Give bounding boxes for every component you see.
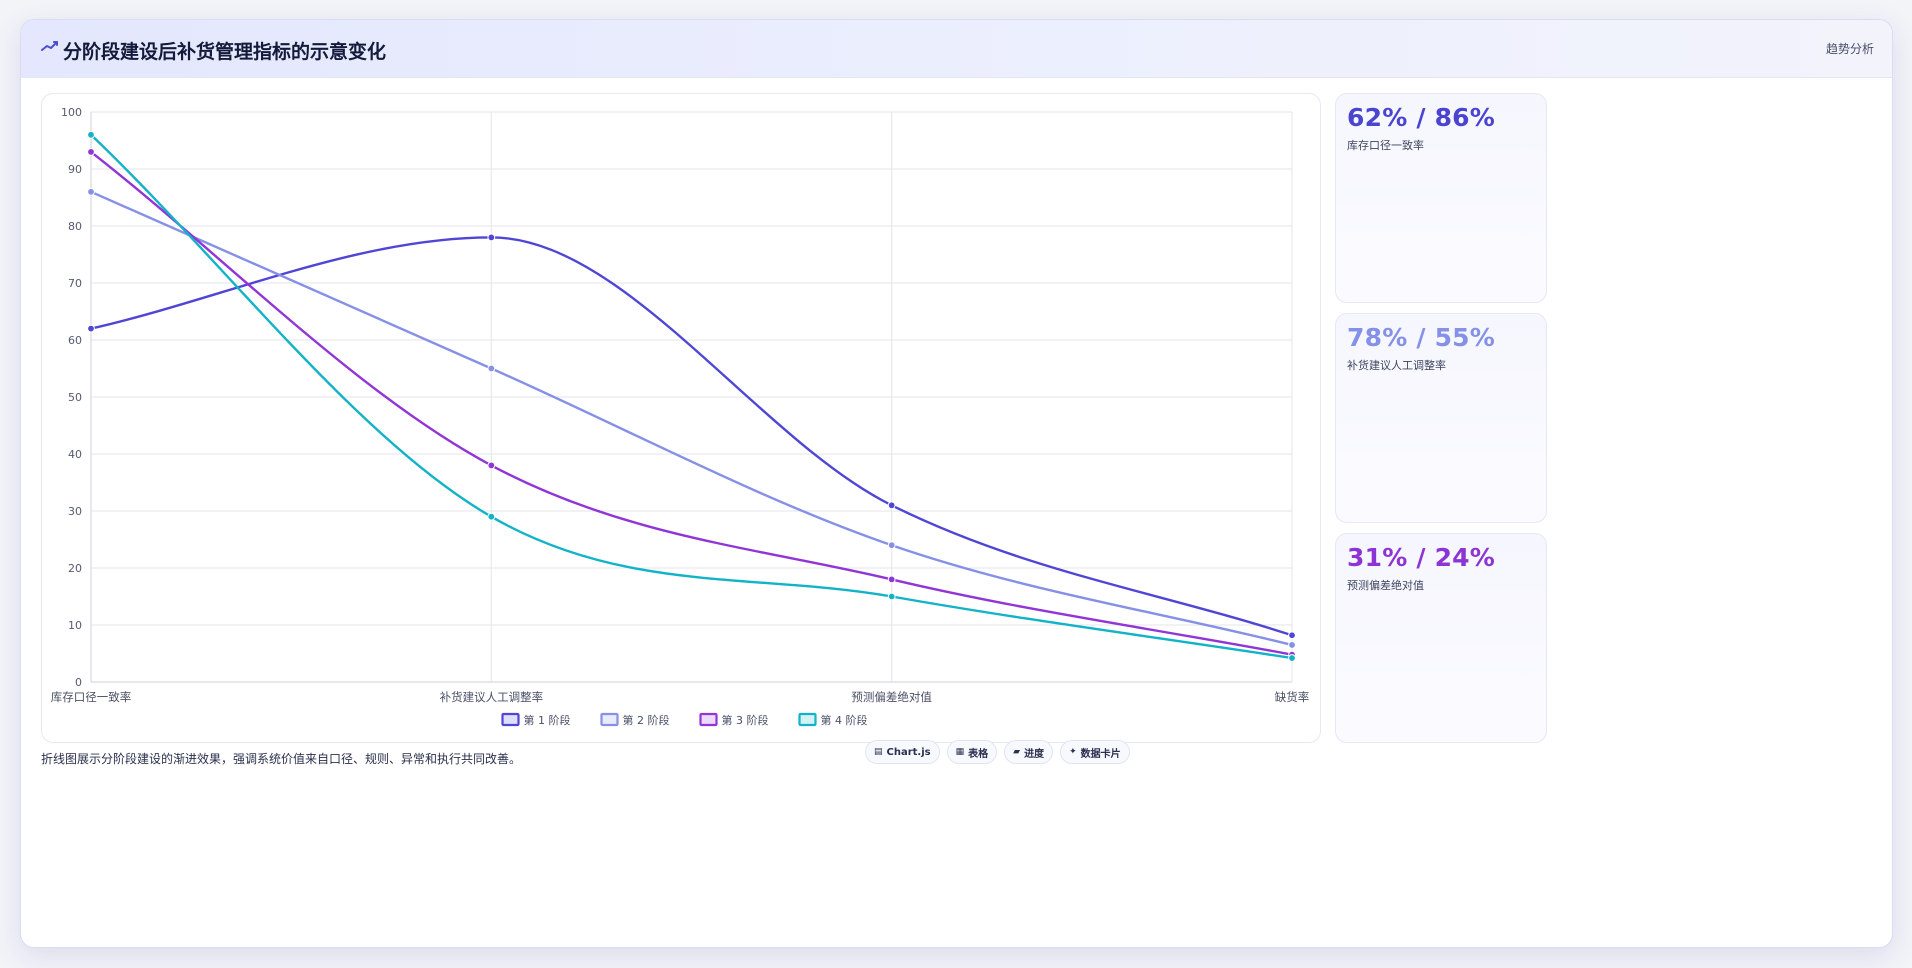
y-tick-label: 90 xyxy=(68,163,82,176)
stat-card-forecast: 31% / 24% 预测偏差绝对值 xyxy=(1335,533,1547,743)
data-point xyxy=(487,364,496,373)
legend-label: 第 4 阶段 xyxy=(821,713,868,727)
table-icon: ▦ xyxy=(955,746,965,757)
stat-value: 31% / 24% xyxy=(1347,543,1496,572)
trend-analysis-label: 趋势分析 xyxy=(1825,42,1874,56)
data-point xyxy=(87,148,95,156)
stat-value: 62% / 86% xyxy=(1347,103,1496,132)
chart-panel: 0 10 20 30 40 50 60 70 80 90 100 库存口径一致率 补货建议人工调整率 预测… xyxy=(41,93,1321,743)
legend-label: 第 1 阶段 xyxy=(524,713,571,727)
y-tick-label: 30 xyxy=(68,505,82,518)
data-point xyxy=(87,187,95,196)
data-point xyxy=(487,233,496,242)
legend-swatch xyxy=(798,712,817,727)
y-tick-label: 10 xyxy=(68,619,82,632)
data-point xyxy=(887,592,896,601)
badge-label: 表格 xyxy=(968,748,989,760)
legend-swatch xyxy=(501,712,520,727)
stat-card-inventory: 62% / 86% 库存口径一致率 xyxy=(1335,93,1547,303)
data-point xyxy=(1288,631,1296,640)
y-tick-label: 60 xyxy=(68,334,82,347)
chart-trend-icon xyxy=(41,41,58,51)
stat-value: 78% / 55% xyxy=(1347,323,1496,352)
legend-swatch xyxy=(699,712,718,727)
y-tick-label: 50 xyxy=(68,391,82,404)
line-chart: 0 10 20 30 40 50 60 70 80 90 100 库存口径一致率 补货建议人工调整率 预测… xyxy=(51,106,1310,727)
card-header: 分阶段建设后补货管理指标的示意变化 趋势分析 xyxy=(21,20,1892,78)
y-tick-label: 20 xyxy=(68,562,82,575)
series-line xyxy=(89,190,1294,647)
series-line xyxy=(89,133,1294,660)
progress-icon: ▰ xyxy=(1013,746,1021,757)
data-point xyxy=(1288,641,1296,649)
badge-table[interactable]: ▦ 表格 xyxy=(946,740,998,764)
page-title: 分阶段建设后补货管理指标的示意变化 xyxy=(63,41,387,63)
stat-card-adjustment: 78% / 55% 补货建议人工调整率 xyxy=(1335,313,1547,523)
card-icon: ✦ xyxy=(1069,746,1077,757)
series-line xyxy=(89,150,1294,656)
badge-data-card[interactable]: ✦ 数据卡片 xyxy=(1060,740,1130,764)
x-tick-label: 预测偏差绝对值 xyxy=(851,690,932,704)
main-card: 分阶段建设后补货管理指标的示意变化 趋势分析 0 10 20 30 40 50 60 70 80… xyxy=(20,19,1893,948)
data-point xyxy=(887,541,896,550)
badge-chartjs[interactable]: ▤ Chart.js xyxy=(865,740,940,764)
x-tick-label: 补货建议人工调整率 xyxy=(440,690,544,704)
stat-label: 库存口径一致率 xyxy=(1347,139,1424,152)
stat-label: 补货建议人工调整率 xyxy=(1347,359,1446,372)
legend-swatch xyxy=(600,712,619,727)
y-tick-label: 80 xyxy=(68,220,82,233)
x-tick-label: 缺货率 xyxy=(1275,690,1310,704)
y-tick-label: 0 xyxy=(75,676,82,689)
y-tick-label: 70 xyxy=(68,277,82,290)
x-tick-label: 库存口径一致率 xyxy=(51,690,132,704)
data-point xyxy=(887,501,896,510)
series-line xyxy=(89,236,1294,637)
data-point xyxy=(887,575,896,584)
chart-description: 折线图展示分阶段建设的渐进效果，强调系统价值来自口径、规则、异常和执行共同改善。 xyxy=(41,752,522,766)
y-tick-label: 100 xyxy=(61,106,82,119)
legend-label: 第 3 阶段 xyxy=(722,713,769,727)
data-point xyxy=(87,324,95,333)
badge-label: 数据卡片 xyxy=(1080,748,1121,760)
badge-progress[interactable]: ▰ 进度 xyxy=(1004,740,1054,764)
badge-label: 进度 xyxy=(1024,748,1045,760)
stat-label: 预测偏差绝对值 xyxy=(1347,579,1424,592)
chart-icon: ▤ xyxy=(874,746,883,757)
data-point xyxy=(487,461,496,470)
data-point xyxy=(87,130,95,139)
data-point xyxy=(1288,654,1296,662)
y-tick-label: 40 xyxy=(68,448,82,461)
badge-label: Chart.js xyxy=(886,746,931,758)
badge-row: ▤ Chart.js ▦ 表格 ▰ 进度 ✦ 数据卡片 xyxy=(865,740,1130,764)
legend-label: 第 2 阶段 xyxy=(623,713,670,727)
data-point xyxy=(487,512,496,521)
